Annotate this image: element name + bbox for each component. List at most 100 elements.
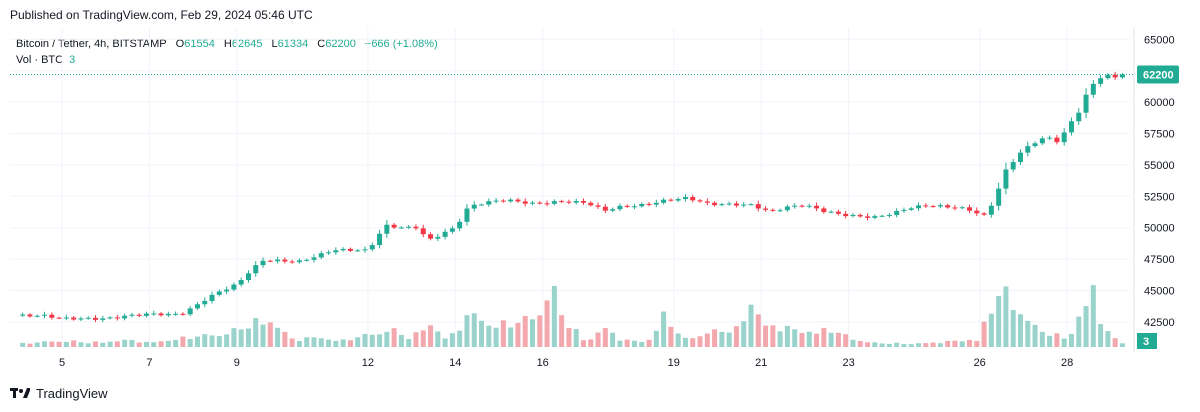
volume-bar bbox=[369, 334, 375, 347]
volume-bar bbox=[850, 339, 856, 347]
candle-body bbox=[988, 205, 994, 215]
price-axis[interactable]: 42500 45000 47500 50000 52500 55000 57500 60000… bbox=[1144, 34, 1175, 329]
volume-bar bbox=[100, 342, 106, 347]
candle-body bbox=[777, 210, 783, 212]
volume-bar bbox=[413, 332, 419, 347]
candle-body bbox=[34, 315, 40, 317]
candle-body bbox=[544, 203, 550, 205]
symbol-label[interactable]: Bitcoin / Tether, 4h, BITSTAMP bbox=[16, 38, 167, 50]
published-caption: Published on TradingView.com, Feb 29, 20… bbox=[10, 8, 313, 22]
volume-bar bbox=[486, 325, 492, 347]
volume-bar bbox=[442, 338, 448, 347]
candle-body bbox=[165, 313, 171, 316]
volume-bar bbox=[202, 334, 208, 347]
candle-body bbox=[326, 252, 332, 254]
volume-bar bbox=[296, 341, 302, 347]
volume-bar bbox=[653, 330, 659, 347]
date-tick-label: 21 bbox=[755, 357, 767, 369]
volume-bar bbox=[1054, 333, 1060, 347]
volume-bar bbox=[1017, 314, 1023, 347]
volume-bar bbox=[340, 339, 346, 347]
volume-bar bbox=[704, 333, 710, 347]
volume-bar bbox=[27, 343, 33, 347]
volume-bar bbox=[559, 315, 565, 347]
footer-brand[interactable]: TradingView bbox=[10, 386, 108, 401]
candle-body bbox=[741, 204, 747, 206]
volume-bar bbox=[1119, 343, 1125, 347]
volume-bar bbox=[1098, 324, 1104, 347]
volume-bar bbox=[733, 326, 739, 347]
volume-bar bbox=[464, 315, 470, 347]
volume-bar bbox=[289, 338, 295, 347]
candle-body bbox=[814, 205, 820, 209]
candle-body bbox=[471, 204, 477, 209]
candle-body bbox=[573, 200, 579, 203]
candle-body bbox=[1003, 169, 1009, 189]
volume-bar bbox=[712, 329, 718, 347]
volume-bar bbox=[974, 340, 980, 347]
volume-label[interactable]: Vol · BTC bbox=[16, 54, 64, 66]
candle-body bbox=[631, 206, 637, 208]
volume-bar bbox=[194, 336, 200, 347]
candle-body bbox=[610, 209, 616, 211]
candle-body bbox=[959, 207, 965, 209]
candle-body bbox=[180, 313, 186, 315]
volume-bar bbox=[682, 337, 688, 347]
candle-body bbox=[1047, 137, 1053, 139]
volume-bar bbox=[886, 343, 892, 347]
candle-body bbox=[1112, 74, 1118, 78]
volume-bar bbox=[71, 340, 77, 347]
candle-body bbox=[479, 204, 485, 206]
volume-bar bbox=[1105, 331, 1111, 347]
volume-bar bbox=[602, 327, 608, 347]
volume-bar bbox=[406, 339, 412, 347]
candle-body bbox=[93, 317, 99, 320]
volume-bar bbox=[624, 339, 630, 347]
candle-body bbox=[726, 203, 732, 205]
candle-body bbox=[194, 304, 200, 309]
volume-bar bbox=[821, 327, 827, 347]
volume-bar bbox=[34, 342, 40, 347]
price-tick-label: 55000 bbox=[1144, 160, 1175, 172]
volume-bar bbox=[1047, 335, 1053, 347]
volume-bar bbox=[209, 335, 215, 347]
date-tick-label: 5 bbox=[59, 357, 65, 369]
candle-body bbox=[784, 206, 790, 211]
volume-bar bbox=[566, 328, 572, 347]
volume-bar bbox=[690, 338, 696, 347]
volume-bar bbox=[668, 326, 674, 347]
candle-body bbox=[668, 199, 674, 201]
change-value: +666 (+1.08%) bbox=[364, 38, 438, 50]
candle-body bbox=[617, 205, 623, 210]
candle-body bbox=[967, 207, 973, 211]
candle-body bbox=[340, 248, 346, 251]
candle-body bbox=[872, 216, 878, 218]
price-chart[interactable]: 42500 45000 47500 50000 52500 55000 57500 60000… bbox=[0, 28, 1200, 380]
volume-bar bbox=[224, 334, 230, 347]
candle-body bbox=[449, 228, 455, 232]
volume-bar bbox=[282, 331, 288, 347]
price-tick-label: 60000 bbox=[1144, 97, 1175, 109]
candle-body bbox=[238, 280, 244, 285]
volume-bar bbox=[398, 334, 404, 347]
volume-bar bbox=[1076, 316, 1082, 347]
candle-body bbox=[806, 205, 812, 207]
candle-body bbox=[107, 317, 113, 319]
candle-body bbox=[1119, 74, 1125, 78]
volume-bar bbox=[857, 341, 863, 347]
price-tick-label: 47500 bbox=[1144, 254, 1175, 266]
candle-body bbox=[49, 314, 55, 318]
candle-body bbox=[391, 224, 397, 228]
volume-bar bbox=[136, 342, 142, 347]
volume-bar bbox=[828, 332, 834, 347]
volume-bar bbox=[63, 341, 69, 347]
candle-body bbox=[435, 236, 441, 239]
candle-body bbox=[20, 314, 26, 316]
time-axis[interactable]: 5 7 9 12 14 16 19 21 23 26 28 bbox=[59, 357, 1073, 369]
last-price-text: 62200 bbox=[1143, 69, 1174, 81]
candle-body bbox=[835, 211, 841, 214]
candle-body bbox=[850, 214, 856, 217]
candle-body bbox=[843, 213, 849, 217]
volume-bar bbox=[719, 331, 725, 347]
high-key: H bbox=[223, 38, 232, 50]
